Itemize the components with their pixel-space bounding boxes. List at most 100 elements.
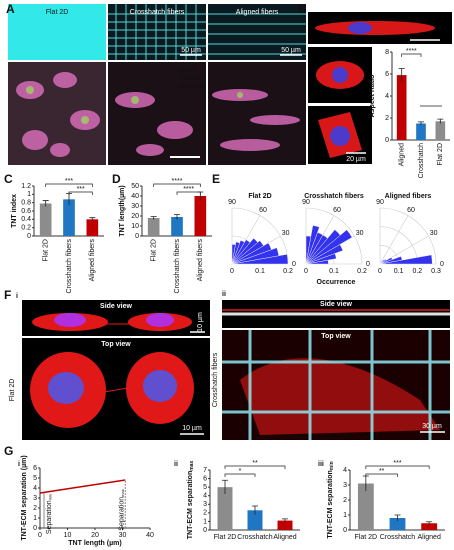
bar (435, 121, 446, 140)
scale-bar-label: 10 µm (182, 425, 202, 432)
r-tick-label: 0.1 (255, 268, 265, 275)
x-tick-label: Aligned (399, 143, 406, 166)
grid-arc (305, 207, 363, 265)
angle-tick-label: 30 (282, 230, 290, 237)
bar (86, 219, 99, 236)
bar (277, 520, 293, 530)
y-tick-label: 0 (343, 527, 347, 534)
error-bar (150, 216, 157, 220)
panel-b-images (308, 12, 452, 164)
y-tick-label: 0.6 (21, 208, 31, 215)
significance-bracket (68, 191, 93, 195)
sub-label: i (18, 461, 20, 468)
angle-tick-label: 60 (259, 207, 267, 214)
panel-label: A (6, 2, 15, 16)
y-tick-label: 1 (343, 512, 347, 519)
y-tick-label: 50 (131, 183, 139, 190)
y-tick-label: 3 (203, 501, 207, 508)
significance-bracket (45, 183, 93, 187)
panel-label: E (212, 172, 220, 186)
legend-entry: Tubulin (178, 75, 201, 82)
x-tick-label: Crosshatch (418, 143, 425, 179)
annotation: Separationmax (118, 489, 125, 530)
y-axis-label: TNT-ECM separation (µm) (21, 455, 28, 540)
scale-bar-label: 50 µm (181, 47, 201, 54)
angle-tick-label: 60 (333, 207, 341, 214)
polar-wedge (231, 240, 245, 265)
sub-label: iii (318, 461, 324, 468)
y-axis-label-text: TNT-ECM separation (187, 471, 194, 539)
x-tick-label: Crosshatch (237, 534, 273, 541)
significance-label: *** (77, 186, 85, 193)
x-tick-label: 30 (119, 532, 127, 539)
y-tick-label: 1 (33, 515, 37, 522)
bar (421, 523, 438, 530)
significance-label: * (239, 468, 242, 475)
bar (357, 483, 374, 530)
error-bar (174, 214, 180, 220)
grid-arc (379, 207, 437, 265)
y-tick-label: 1 (27, 191, 31, 198)
y-tick-label: 4 (33, 485, 37, 492)
x-tick-label: Flat 2D (437, 143, 444, 166)
angle-grid (379, 215, 409, 265)
polar-wedge (231, 242, 272, 265)
significance-label: *** (65, 178, 73, 185)
chart-title: Crosshatch fibers (304, 193, 364, 200)
r-tick-label: 0.3 (431, 268, 441, 275)
y-axis-label-text: TNT-ECM separation (327, 470, 334, 538)
scale-bar-label: 10 µm (197, 312, 204, 332)
x-tick-label: Flat 2D (355, 534, 378, 541)
scale-bar-label: 50 µm (281, 47, 301, 54)
grid-arc (231, 207, 289, 265)
angle-tick-label: 0 (440, 261, 444, 268)
annotation-sub: min (48, 494, 53, 500)
angle-tick-label: 60 (407, 207, 415, 214)
y-tick-label: 0 (385, 137, 389, 144)
y-axis-label-text: TNT index (11, 194, 18, 228)
y-tick-label: 6 (203, 475, 207, 482)
y-axis-label: TNT length(µm) (119, 185, 126, 236)
y-tick-label: 0 (27, 233, 31, 240)
panel-f-images (22, 300, 450, 440)
y-tick-label: 4 (203, 493, 207, 500)
significance-label: **** (183, 186, 194, 193)
panel-label: B (298, 2, 307, 16)
polar-wedge (231, 239, 251, 265)
polar-wedge (231, 244, 236, 265)
x-tick-label: Aligned (273, 534, 296, 541)
panel-label: C (4, 172, 13, 186)
r-tick-label: 0.2 (357, 268, 367, 275)
sub-label: i (16, 293, 18, 300)
y-tick-label: 0 (203, 527, 207, 534)
y-tick-label: 3 (33, 495, 37, 502)
error-bar (437, 118, 444, 124)
polar-wedge (231, 241, 240, 265)
y-axis-label-sub: max (189, 461, 195, 471)
r-tick-label: 0.1 (329, 268, 339, 275)
y-axis-label-sub: min (329, 461, 335, 470)
r-tick-label: 0 (230, 268, 234, 275)
error-bar (394, 514, 401, 521)
scale-bar-label: 30 µm (422, 423, 442, 430)
y-tick-label: 6 (33, 465, 37, 472)
significance-label: **** (406, 48, 417, 55)
polar-wedge (305, 235, 312, 265)
legend-entry: Vimentin (178, 83, 205, 90)
bar (63, 199, 75, 236)
r-tick-label: 0.2 (283, 268, 293, 275)
y-axis-label: TNT-ECM separationmin (327, 461, 335, 538)
error-bar (252, 505, 258, 515)
significance-label: **** (172, 178, 183, 185)
condition-label: Flat 2D (9, 379, 16, 402)
bar (416, 123, 426, 140)
significance-bracket (224, 465, 286, 469)
bar (247, 510, 263, 530)
y-tick-label: 0.2 (21, 225, 31, 232)
angle-tick-label: 0 (292, 261, 296, 268)
y-tick-label: 10 (131, 223, 139, 230)
significance-bracket (153, 183, 201, 187)
y-axis-label: TNT-ECM separationmax (187, 461, 195, 540)
y-tick-label: 7 (203, 467, 207, 474)
panel-label: G (4, 444, 13, 458)
